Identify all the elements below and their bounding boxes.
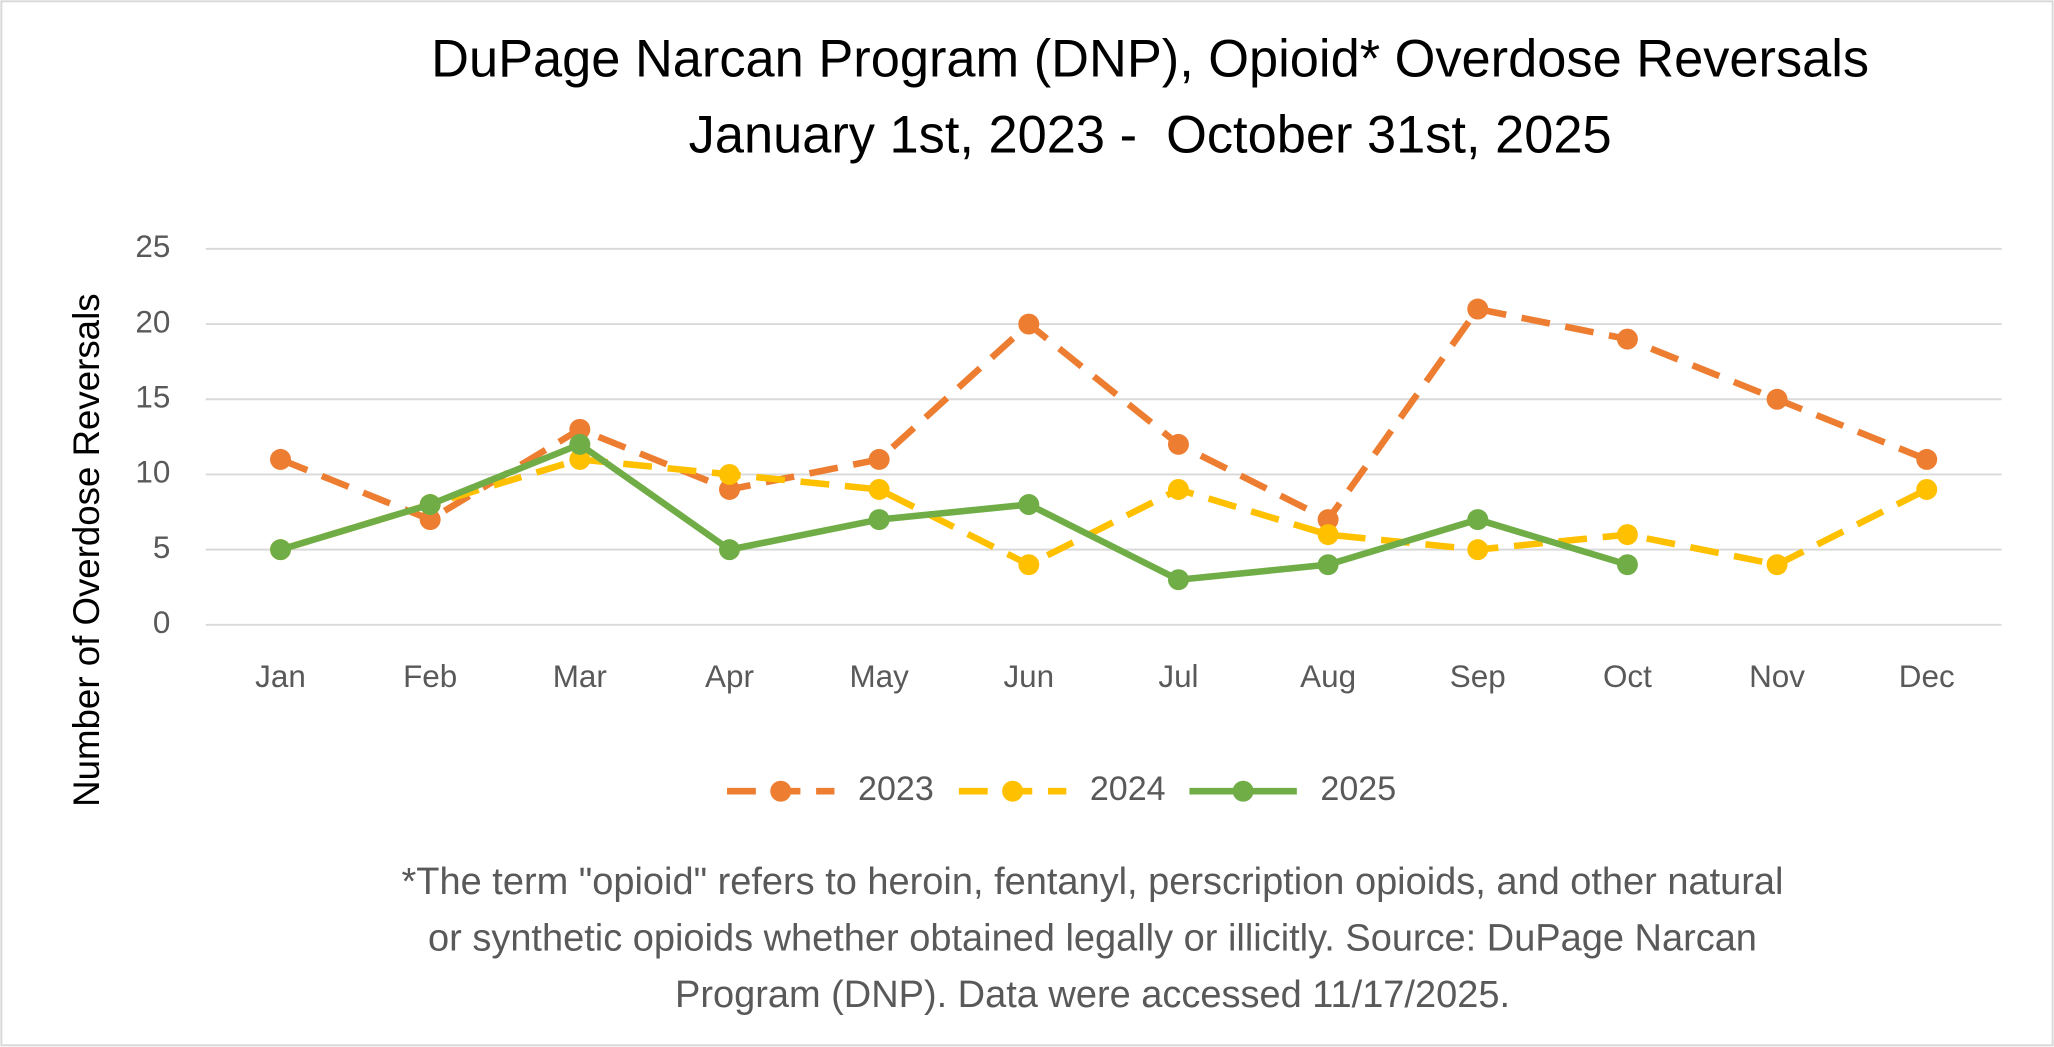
x-tick-label: Mar: [553, 659, 607, 694]
data-point: [1766, 554, 1788, 576]
y-tick-label: 25: [135, 229, 170, 264]
data-point: [1018, 494, 1040, 515]
data-point: [1167, 569, 1189, 591]
footnote: or synthetic opioids whether obtained le…: [428, 918, 1757, 960]
footnote: *The term "opioid" refers to heroin, fen…: [402, 861, 1784, 903]
data-point: [270, 539, 292, 561]
x-tick-label: Jan: [255, 659, 306, 694]
series-line: [279, 456, 1929, 568]
data-point: [1467, 539, 1489, 561]
data-point: [1167, 479, 1189, 500]
x-tick-label: Sep: [1450, 659, 1506, 694]
data-point: [719, 539, 740, 561]
data-point: [270, 448, 292, 470]
data-point: [719, 463, 740, 485]
data-point: [1317, 524, 1339, 546]
data-point: [868, 509, 890, 531]
series-line: [279, 441, 1629, 583]
y-tick-label: 20: [135, 304, 170, 339]
data-point: [1018, 313, 1040, 335]
data-point: [868, 479, 890, 500]
legend-marker: [1232, 780, 1254, 802]
x-tick-label: Oct: [1603, 659, 1652, 694]
y-axis-label: Number of Overdose Reversals: [66, 293, 107, 806]
chart-subtitle: January 1st, 2023 - October 31st, 2025: [689, 107, 1612, 165]
data-point: [569, 433, 591, 455]
x-tick-label: Feb: [403, 659, 457, 694]
chart-title: DuPage Narcan Program (DNP), Opioid* Ove…: [431, 31, 1869, 89]
legend-label: 2024: [1090, 770, 1166, 808]
legend-marker: [770, 780, 792, 802]
data-point: [719, 479, 740, 500]
data-point: [868, 448, 890, 470]
legend-label: 2025: [1320, 770, 1396, 808]
data-point: [1616, 554, 1638, 576]
x-tick-label: Jun: [1003, 659, 1054, 694]
data-point: [419, 509, 441, 531]
data-point: [1167, 433, 1189, 455]
data-point: [1018, 554, 1040, 576]
data-point: [1916, 448, 1938, 470]
data-point: [1467, 509, 1489, 531]
y-tick-label: 10: [135, 455, 170, 490]
x-tick-label: Apr: [705, 659, 754, 694]
data-point: [1616, 328, 1638, 350]
x-tick-label: Jul: [1158, 659, 1198, 694]
x-tick-label: May: [849, 659, 909, 694]
data-point: [1616, 524, 1638, 546]
data-point: [569, 418, 591, 440]
y-tick-label: 15: [135, 380, 170, 415]
footnote: Program (DNP). Data were accessed 11/17/…: [675, 974, 1510, 1016]
legend-marker: [1002, 780, 1024, 802]
series-line: [279, 305, 1928, 523]
y-tick-label: 5: [153, 530, 170, 565]
data-point: [1317, 509, 1339, 531]
legend-label: 2023: [858, 770, 934, 808]
data-point: [1467, 298, 1489, 320]
y-tick-label: 0: [153, 605, 170, 640]
data-point: [1766, 388, 1788, 410]
data-point: [419, 494, 441, 515]
data-point: [569, 448, 591, 470]
data-point: [1916, 479, 1938, 500]
x-tick-label: Nov: [1749, 659, 1805, 694]
data-point: [1317, 554, 1339, 576]
x-tick-label: Dec: [1899, 659, 1955, 694]
x-tick-label: Aug: [1300, 659, 1356, 694]
